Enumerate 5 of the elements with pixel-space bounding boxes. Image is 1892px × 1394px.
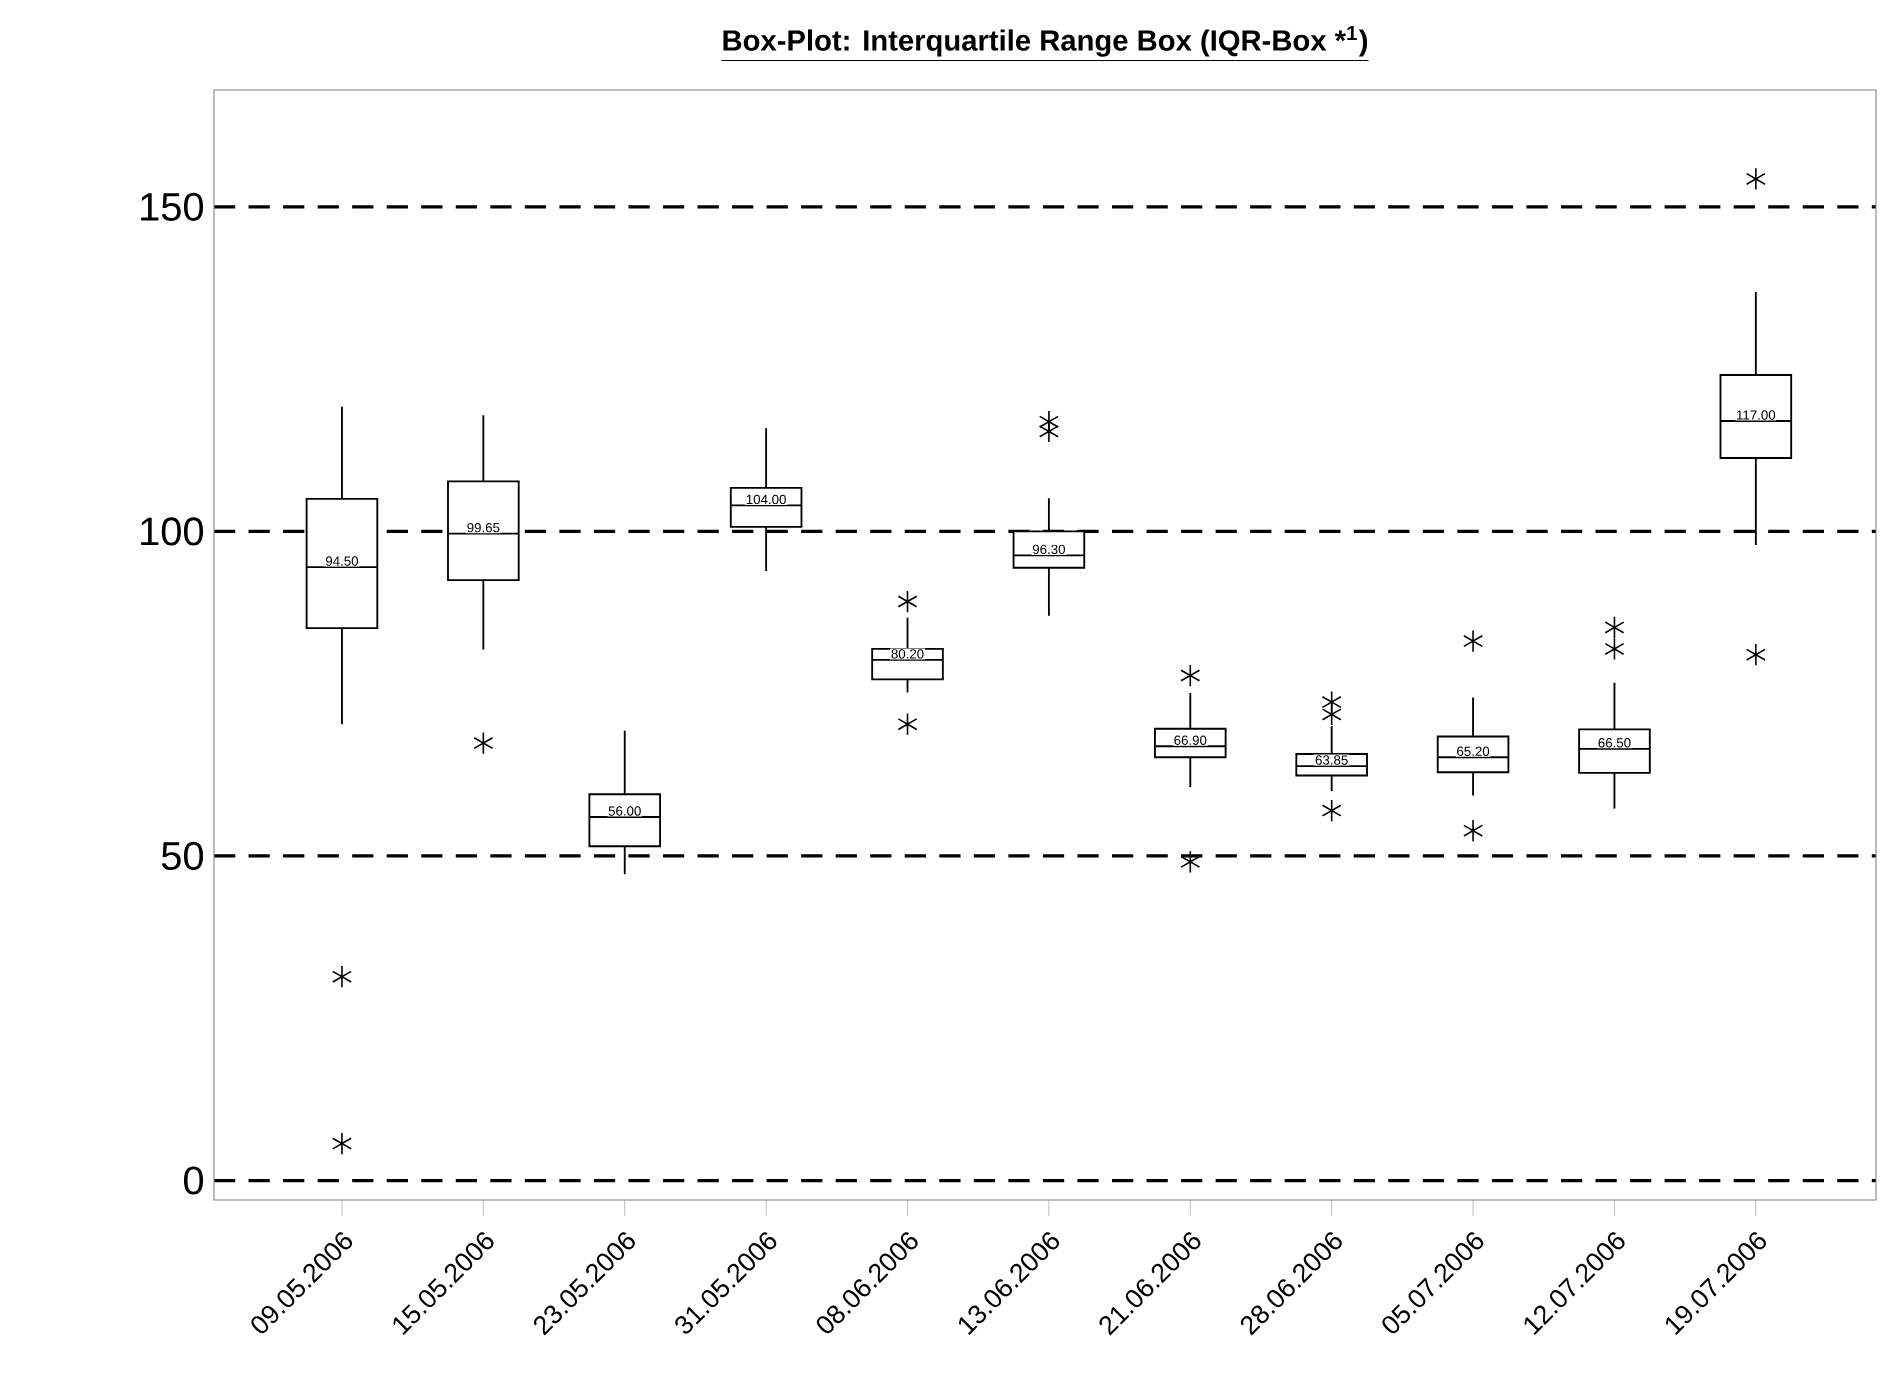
chart-title: Box-Plot: Interquartile Range Box (IQR-Box *$^{1}$) (723, 25, 1368, 57)
y-tick-label: 50 (161, 841, 204, 871)
y-tick-label: 0 (183, 1166, 204, 1195)
y-tick-label: 150 (141, 192, 204, 221)
y-tick-label: 100 (141, 517, 204, 546)
